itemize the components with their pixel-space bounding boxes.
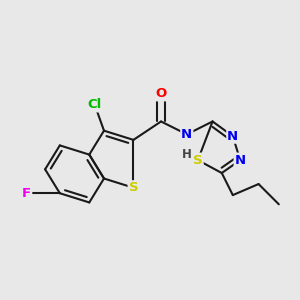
Text: F: F [22,187,31,200]
Text: N: N [235,154,246,166]
Text: O: O [155,87,167,101]
Text: S: S [193,154,203,166]
Text: H: H [182,148,192,161]
Text: Cl: Cl [88,98,102,111]
Text: S: S [129,181,138,194]
Text: N: N [227,130,239,143]
Text: N: N [181,128,192,141]
